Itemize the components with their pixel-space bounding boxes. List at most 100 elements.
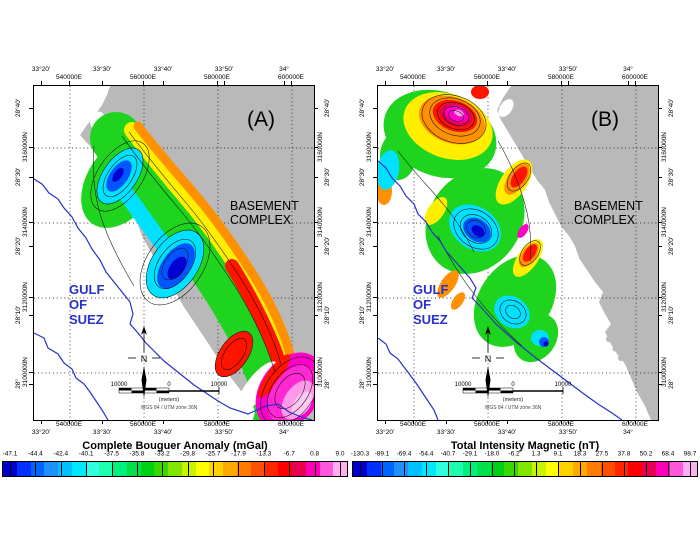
tick-mark [373, 222, 377, 223]
tick-mark [314, 222, 318, 223]
panel-tag: (A) [247, 108, 275, 131]
colorbar-tick [602, 461, 603, 477]
tick-mark [41, 420, 42, 424]
tick-mark [561, 81, 562, 85]
axis-label: 540000E [399, 420, 427, 428]
axis-label: 33°50' [214, 428, 234, 436]
tick-mark [413, 81, 414, 85]
axis-label: 28°40' [323, 98, 331, 118]
panel-tag: (B) [591, 108, 619, 131]
axis-label: 3140000N [316, 207, 324, 237]
tick-mark [29, 108, 33, 109]
tick-mark [487, 81, 488, 85]
tick-mark [291, 81, 292, 85]
scale-units: (meters) [503, 397, 524, 403]
coastline-west-1 [34, 178, 313, 420]
tick-mark [69, 420, 70, 424]
tick-mark [217, 81, 218, 85]
axis-label: 33°30' [92, 65, 112, 73]
colorbar-tick-label: -6.7 [283, 450, 295, 458]
colorbar-tick-label: -44.4 [27, 450, 43, 458]
land-label-line2: COMPLEX [574, 213, 636, 227]
colorbar-a [2, 461, 348, 477]
colorbar-cell [44, 462, 59, 476]
axis-label: 33°20' [375, 65, 395, 73]
tick-mark [314, 372, 318, 373]
axis-label: 34° [623, 428, 633, 436]
colorbar-cell [600, 462, 615, 476]
colorbar-cell [353, 462, 367, 476]
axis-label: 33°30' [92, 428, 112, 436]
axis-label: 3140000N [660, 207, 668, 237]
colorbar-tick [448, 461, 449, 477]
grid-lines [378, 86, 658, 420]
colorbar-tick [10, 461, 11, 477]
axis-label: 34° [279, 65, 289, 73]
island [606, 336, 612, 342]
tick-mark [658, 372, 662, 373]
colorbar-cell [292, 462, 306, 476]
colorbar-tick-label: -37.5 [104, 450, 119, 458]
tick-mark [143, 420, 144, 424]
colorbar-tick-label: -35.8 [129, 450, 145, 458]
sea-label-line1: GULF [69, 282, 104, 297]
axis-label: 28°20' [14, 236, 22, 256]
coastline-west-1 [378, 160, 623, 420]
colorbar-cell [380, 462, 395, 476]
basement-land [497, 86, 658, 420]
tick-mark [163, 81, 164, 85]
colorbar-cell [394, 462, 409, 476]
tick-mark [385, 81, 386, 85]
colorbar-tick [289, 461, 291, 477]
axis-label: 3160000N [316, 132, 324, 162]
colorbar-cell [250, 462, 265, 476]
colorbar-cell [3, 462, 17, 476]
tick-mark [635, 81, 636, 85]
colorbar-tick-label: -29.8 [180, 450, 196, 458]
scale-zero-label: 0 [167, 382, 171, 388]
colorbar-cell [168, 462, 182, 476]
tick-mark [373, 108, 377, 109]
land-label-line1: BASEMENT [230, 199, 299, 213]
axis-label: 28°20' [358, 236, 366, 256]
tick-mark [373, 297, 377, 298]
colorbar-tick-label: 50.2 [639, 450, 653, 458]
colorbar-cell [209, 462, 224, 476]
colorbar-tick [492, 461, 493, 477]
axis-label: 33°40' [497, 428, 517, 436]
colorbar-tick-label: 27.5 [595, 450, 609, 458]
axis-label: 28° [667, 379, 675, 389]
axis-label: 28°40' [358, 98, 366, 118]
axis-label: 540000E [399, 73, 427, 81]
sea-label-line3: SUEZ [413, 312, 448, 327]
colorbar-b [352, 461, 698, 477]
tick-mark [314, 384, 318, 385]
scale-right-label: 10000 [555, 382, 572, 388]
colorbar-tick [580, 461, 581, 477]
colorbar-cell [195, 462, 210, 476]
colorbar-tick-label: -40.1 [78, 450, 94, 458]
tick-mark [446, 81, 447, 85]
colorbar-tick [470, 461, 471, 477]
north-arrow: N [128, 326, 160, 398]
colorbar-tick [340, 461, 341, 477]
scale-zero-label: 0 [511, 382, 515, 388]
tick-mark [487, 420, 488, 424]
axis-label: 28°30' [358, 167, 366, 187]
tick-mark [373, 246, 377, 247]
colorbar-cell [628, 462, 643, 476]
axis-label: 28°20' [667, 236, 675, 256]
colorbar-tick [86, 461, 88, 477]
colorbar-tick-label: -25.7 [205, 450, 221, 458]
colorbar-tick-label: -33.2 [154, 450, 170, 458]
axis-label: 28°30' [323, 167, 331, 187]
tick-mark [102, 81, 103, 85]
tick-mark [658, 177, 662, 178]
tick-mark [29, 177, 33, 178]
coastline-west-2 [378, 337, 439, 420]
tick-mark [29, 315, 33, 316]
colorbar-cell [518, 462, 532, 476]
axis-label: 560000E [473, 420, 501, 428]
axis-label: 28°40' [667, 98, 675, 118]
